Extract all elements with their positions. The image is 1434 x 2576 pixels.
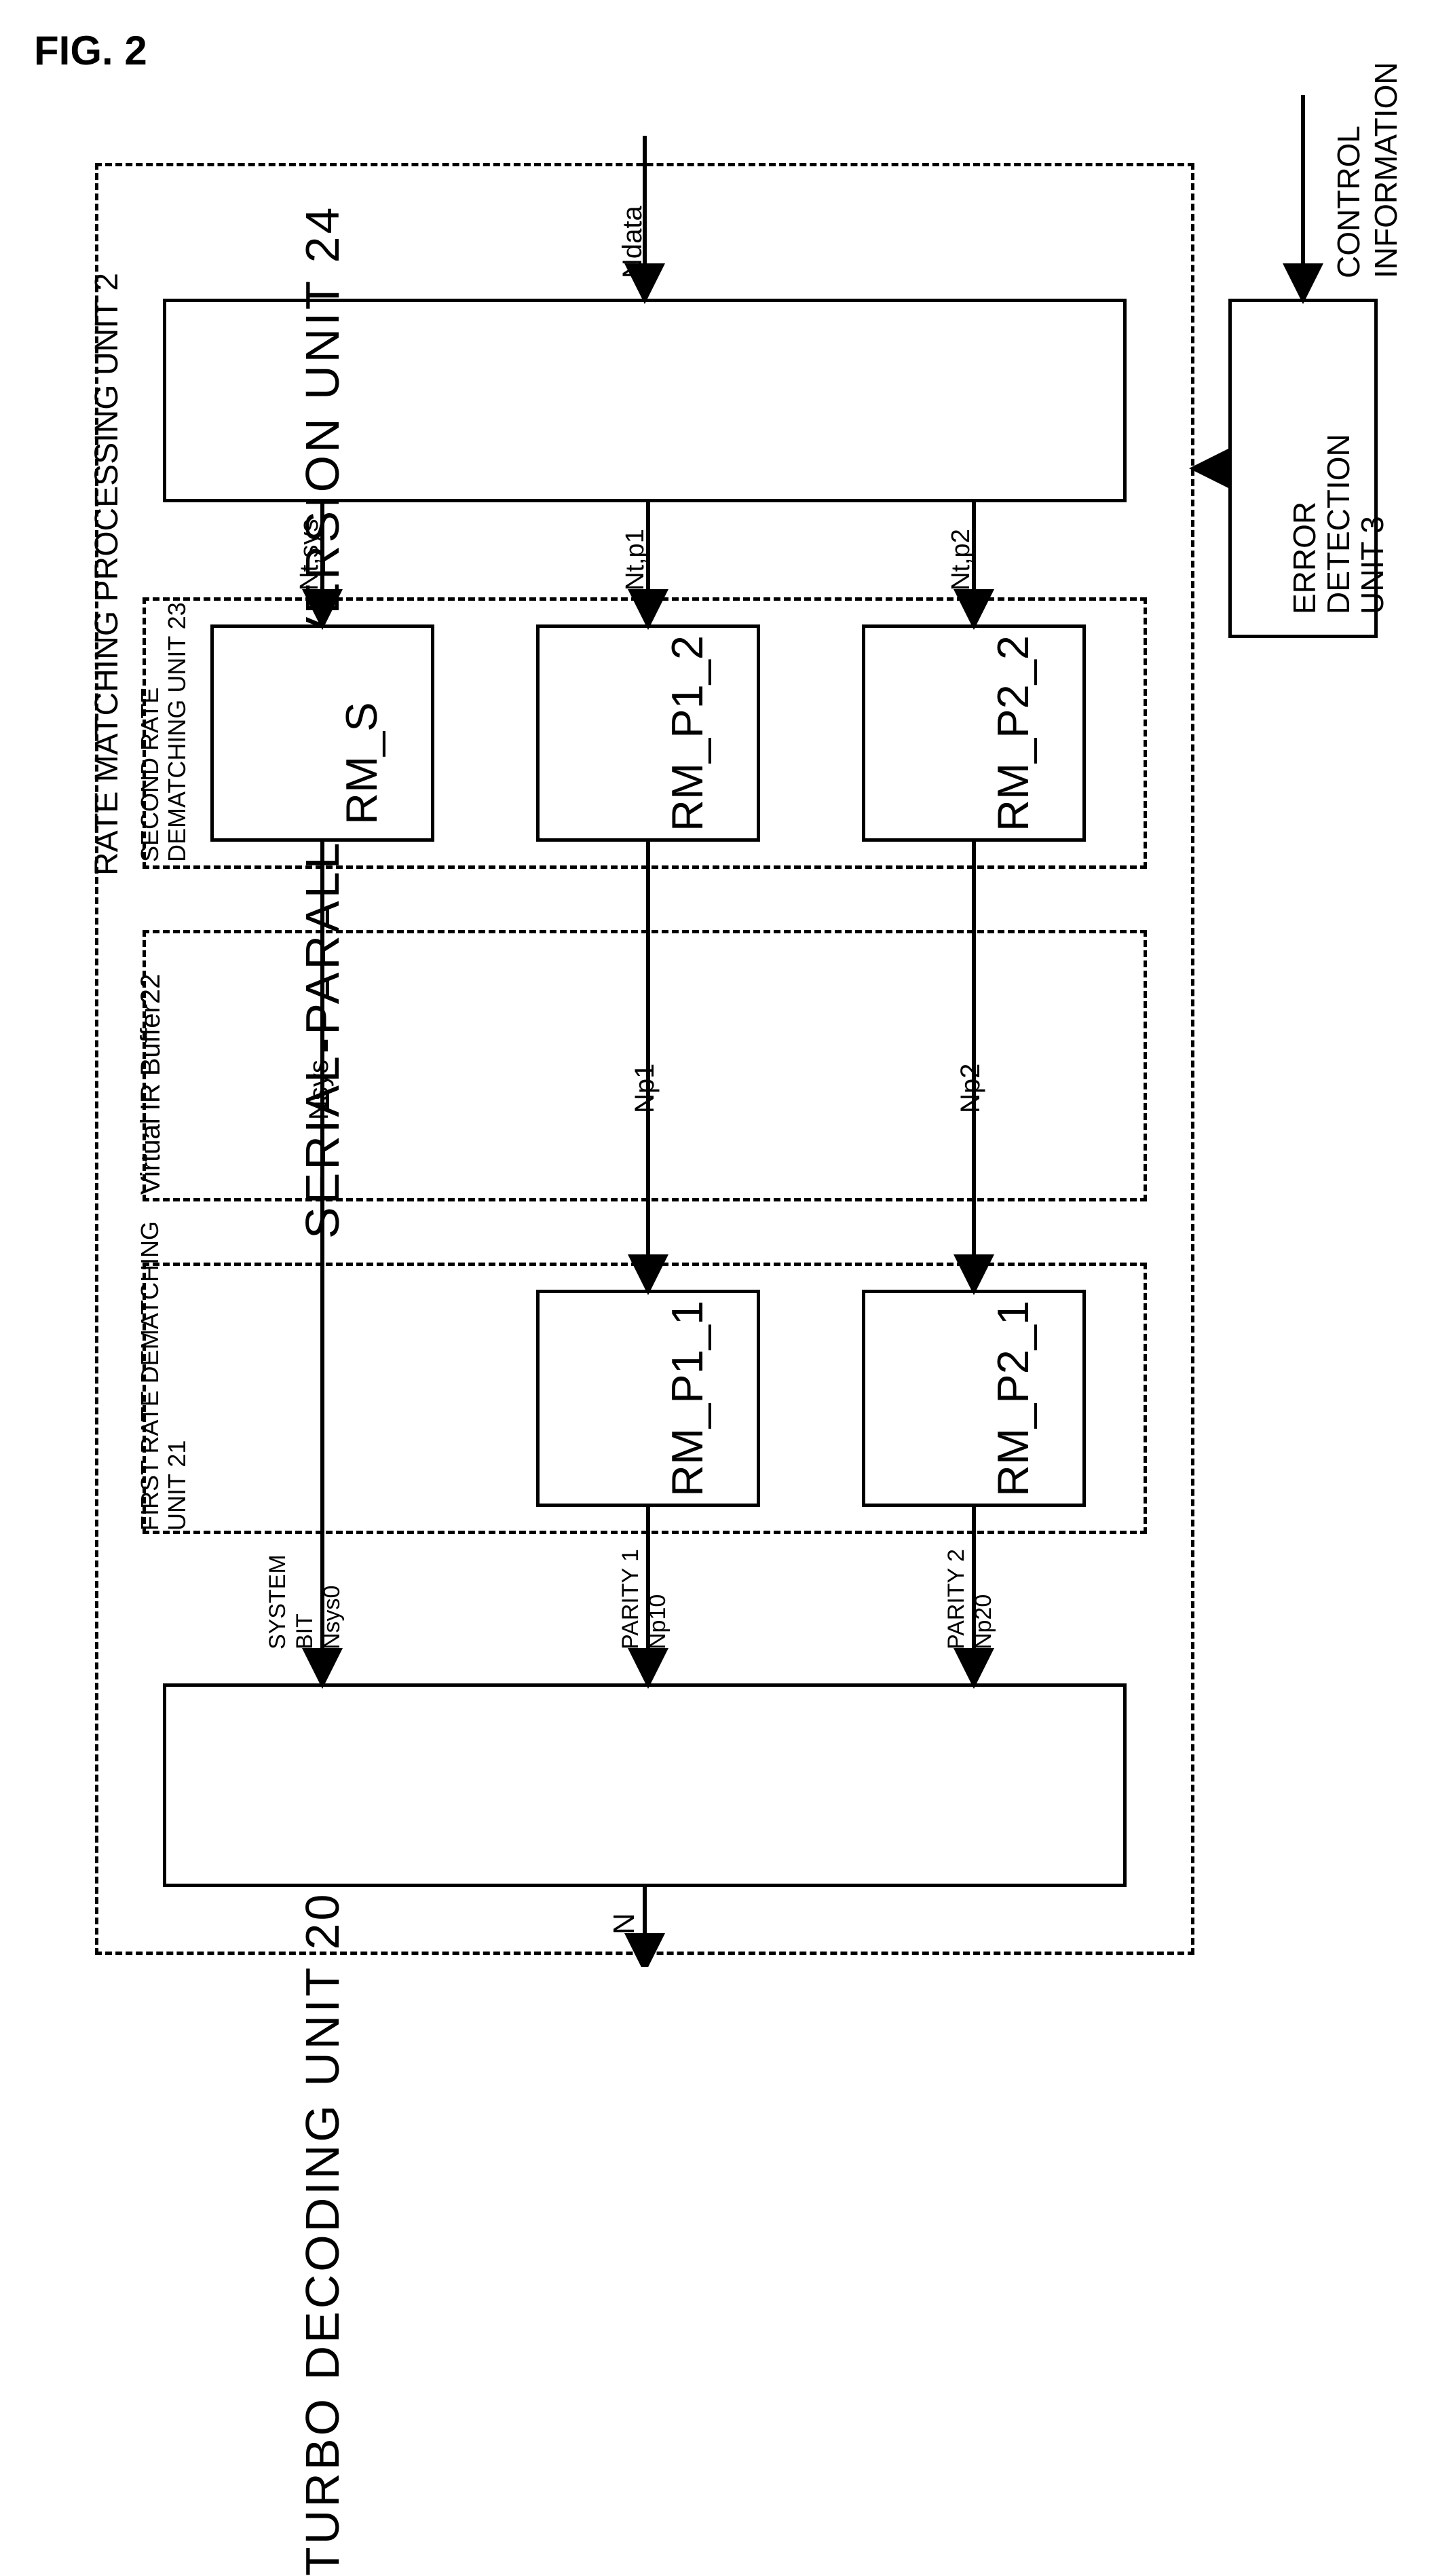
second-rm-label-1: SECOND RATE <box>136 688 164 862</box>
error-detection-label-2: DETECTION <box>1320 434 1357 614</box>
rm-p2-2-label: RM_P2_2 <box>987 635 1038 832</box>
rm-p1-1-box: RM_P1_1 <box>536 1290 760 1507</box>
rm-p1-1-label: RM_P1_1 <box>662 1301 713 1497</box>
system-bit-label-2: BIT <box>292 1613 318 1649</box>
diagram-canvas: FIG. 2 RATE MATCHING PROCESSING UNIT 2 S… <box>27 27 1407 1967</box>
nt-sys-label: Nt,sys <box>295 519 324 591</box>
n-p2-label: Np2 <box>956 1064 986 1113</box>
rm-p1-2-box: RM_P1_2 <box>536 624 760 842</box>
n-sys-label: Nsys <box>304 1060 335 1120</box>
first-rm-label-2: UNIT 21 <box>163 1440 191 1531</box>
nt-p1-label: Nt,p1 <box>621 529 650 591</box>
first-rm-label-1: FIRST RATE DEMATCHING <box>136 1221 164 1531</box>
control-info-label-2: INFORMATION <box>1367 62 1404 278</box>
np10-label: Np10 <box>645 1594 671 1649</box>
rm-s-box: RM_S <box>210 624 434 842</box>
rm-s-label: RM_S <box>336 702 387 825</box>
serial-parallel-box: SERIAL-PARALLEL CONVERSION UNIT 24 <box>163 299 1127 502</box>
nsys0-label: Nsys0 <box>319 1586 345 1649</box>
error-detection-label-3: UNIT 3 <box>1354 516 1391 614</box>
ndata-label: Ndata <box>618 206 648 278</box>
virtual-ir-label: Virtual IR Buffer22 <box>136 974 166 1195</box>
rate-matching-unit-label: RATE MATCHING PROCESSING UNIT 2 <box>88 273 126 876</box>
rm-p2-1-box: RM_P2_1 <box>862 1290 1086 1507</box>
parity2-label: PARITY 2 <box>943 1549 970 1649</box>
figure-title: FIG. 2 <box>34 27 147 74</box>
n-p1-label: Np1 <box>630 1064 660 1113</box>
error-detection-label-1: ERROR <box>1286 502 1323 614</box>
nt-p2-label: Nt,p2 <box>947 529 976 591</box>
error-detection-box: ERROR DETECTION UNIT 3 <box>1228 299 1378 638</box>
rm-p1-2-label: RM_P1_2 <box>662 635 713 832</box>
rm-p2-2-box: RM_P2_2 <box>862 624 1086 842</box>
turbo-decoding-box: TURBO DECODING UNIT 20 <box>163 1683 1127 1887</box>
rm-p2-1-label: RM_P2_1 <box>987 1301 1038 1497</box>
n-out-label: N <box>607 1913 641 1935</box>
control-info-label-1: CONTROL <box>1330 126 1367 278</box>
np20-label: Np20 <box>970 1594 997 1649</box>
second-rm-label-2: DEMATCHING UNIT 23 <box>163 602 191 862</box>
system-bit-label-1: SYSTEM <box>265 1554 291 1649</box>
parity1-label: PARITY 1 <box>618 1549 644 1649</box>
